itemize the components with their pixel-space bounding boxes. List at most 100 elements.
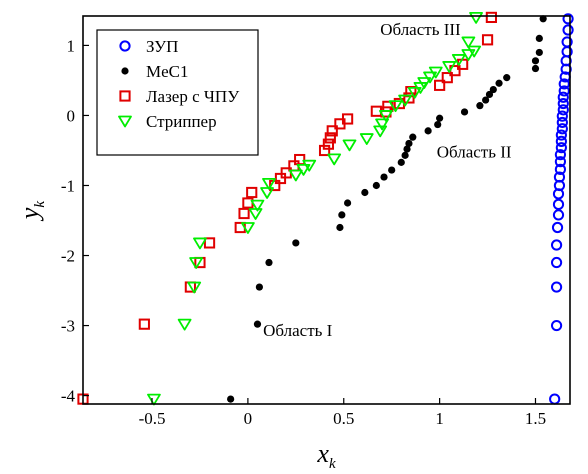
data-point	[265, 258, 273, 267]
y-tick-label: -3	[61, 317, 75, 336]
data-point	[147, 393, 161, 406]
data-point	[467, 45, 482, 58]
data-point	[380, 173, 388, 181]
data-point	[403, 145, 411, 153]
data-point	[428, 66, 443, 79]
data-point	[562, 13, 574, 25]
data-point	[327, 153, 342, 166]
data-point	[550, 319, 563, 332]
y-tick-label: -1	[61, 176, 75, 195]
data-point	[552, 209, 565, 221]
data-point	[240, 222, 255, 234]
y-tick-label: 1	[67, 36, 76, 55]
data-point	[397, 158, 405, 166]
data-point	[342, 139, 357, 152]
data-point	[409, 133, 417, 141]
x-tick-label: -0.5	[139, 409, 166, 428]
x-tick-label: 0.5	[333, 409, 354, 428]
data-point	[361, 188, 369, 197]
data-point	[262, 177, 276, 190]
data-point	[326, 125, 338, 137]
data-point	[436, 114, 444, 122]
data-point	[554, 163, 567, 175]
series-3	[147, 12, 483, 406]
data-point	[288, 169, 303, 182]
data-point	[476, 102, 484, 110]
data-point	[535, 48, 543, 57]
data-point	[238, 207, 250, 220]
data-point	[531, 57, 540, 65]
data-point	[405, 139, 413, 148]
data-point	[246, 186, 258, 199]
region-label: Область II	[437, 142, 512, 161]
y-axis-title: yk	[15, 201, 48, 223]
data-point	[138, 318, 150, 330]
data-point	[549, 393, 561, 405]
plot-frame	[82, 15, 571, 405]
data-point	[294, 153, 306, 166]
legend-marker	[119, 90, 131, 102]
x-tick-label: 1	[435, 409, 444, 428]
data-point	[461, 36, 476, 49]
data-point	[555, 129, 567, 141]
y-tick-label: 0	[67, 106, 76, 125]
data-point	[550, 256, 563, 269]
data-point	[227, 395, 235, 403]
data-point	[556, 123, 568, 135]
data-point	[292, 239, 300, 247]
data-point	[253, 320, 262, 328]
data-point	[177, 318, 192, 331]
data-point	[461, 49, 476, 61]
axis-ticks: -0.5 0 0.5 1 1.5 -4 -3 -2 -1 0 1	[61, 36, 546, 428]
data-point	[555, 142, 567, 154]
data-point	[372, 181, 380, 190]
data-point	[554, 156, 567, 168]
data-point	[424, 127, 432, 135]
data-point	[187, 281, 202, 294]
data-point	[417, 77, 432, 89]
data-point	[302, 159, 317, 172]
data-point	[561, 36, 573, 48]
data-point	[341, 113, 354, 125]
y-tick-label: -2	[61, 247, 75, 266]
data-point	[558, 85, 570, 97]
region-label: Область III	[380, 20, 461, 39]
data-point	[434, 120, 442, 129]
data-point	[260, 187, 274, 199]
data-point	[388, 100, 403, 113]
data-point	[379, 110, 393, 122]
annotations: Область III Область II Область I	[263, 20, 512, 340]
x-tick-label: 1.5	[525, 409, 546, 428]
data-point	[189, 257, 204, 269]
data-point	[552, 198, 565, 210]
region-label: Область I	[263, 321, 333, 340]
chart-marks	[77, 11, 574, 406]
data-point	[441, 72, 453, 84]
data-point	[336, 223, 344, 232]
data-point	[556, 116, 568, 129]
data-point	[460, 108, 469, 116]
data-point	[557, 91, 569, 103]
legend: ЗУП MeC1 Лазер с ЧПУ Стриппер	[96, 29, 259, 156]
data-point	[434, 79, 446, 91]
data-point	[550, 281, 563, 293]
data-point	[485, 90, 494, 99]
legend-label: ЗУП	[146, 37, 178, 56]
legend-marker	[118, 115, 132, 128]
data-point	[485, 11, 497, 24]
legend-label: MeC1	[146, 62, 189, 81]
data-point	[274, 172, 287, 185]
data-point	[250, 199, 265, 212]
data-point	[539, 15, 547, 23]
data-point	[555, 135, 567, 147]
data-point	[407, 86, 422, 99]
data-point	[557, 104, 569, 116]
data-point	[248, 208, 263, 220]
data-point	[343, 199, 352, 207]
data-point	[403, 92, 415, 104]
data-point	[562, 24, 574, 36]
data-point	[322, 138, 335, 150]
series-0	[549, 13, 574, 405]
legend-label: Лазер с ЧПУ	[146, 87, 240, 106]
